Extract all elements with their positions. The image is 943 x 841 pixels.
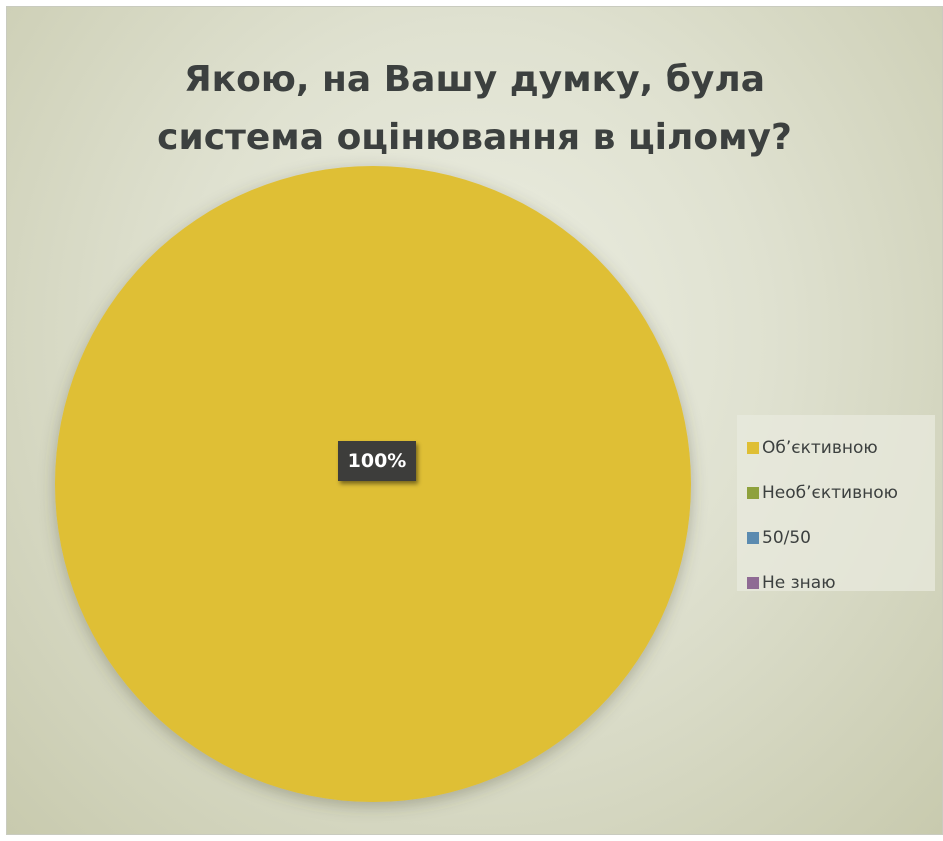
legend-item-dont-know: Не знаю	[747, 560, 935, 605]
chart-title: Якою, на Вашу думку, була система оцінюв…	[7, 51, 942, 167]
legend-item-fifty-fifty: 50/50	[747, 515, 935, 560]
pie-chart	[55, 166, 691, 802]
legend-item-objective: Об’єктивною	[747, 425, 935, 470]
legend-label-dont-know: Не знаю	[762, 572, 836, 593]
legend-swatch-non-objective	[747, 486, 759, 499]
data-label-text: 100%	[347, 450, 407, 472]
legend: Об’єктивною Необ’єктивною 50/50 Не знаю	[737, 415, 935, 593]
legend-label-fifty-fifty: 50/50	[762, 527, 811, 548]
chart-title-line-2: система оцінювання в цілому?	[157, 117, 792, 158]
pie-slice-1	[55, 166, 691, 802]
chart-title-line-1: Якою, на Вашу думку, була	[183, 59, 766, 100]
legend-item-non-objective: Необ’єктивною	[747, 470, 935, 515]
data-label-100-percent: 100%	[338, 441, 416, 481]
legend-label-non-objective: Необ’єктивною	[762, 482, 898, 503]
chart-area: Якою, на Вашу думку, була система оцінюв…	[6, 6, 943, 835]
legend-swatch-dont-know	[747, 576, 759, 589]
legend-swatch-objective	[747, 441, 759, 454]
legend-label-objective: Об’єктивною	[762, 437, 878, 458]
legend-swatch-fifty-fifty	[747, 531, 759, 544]
